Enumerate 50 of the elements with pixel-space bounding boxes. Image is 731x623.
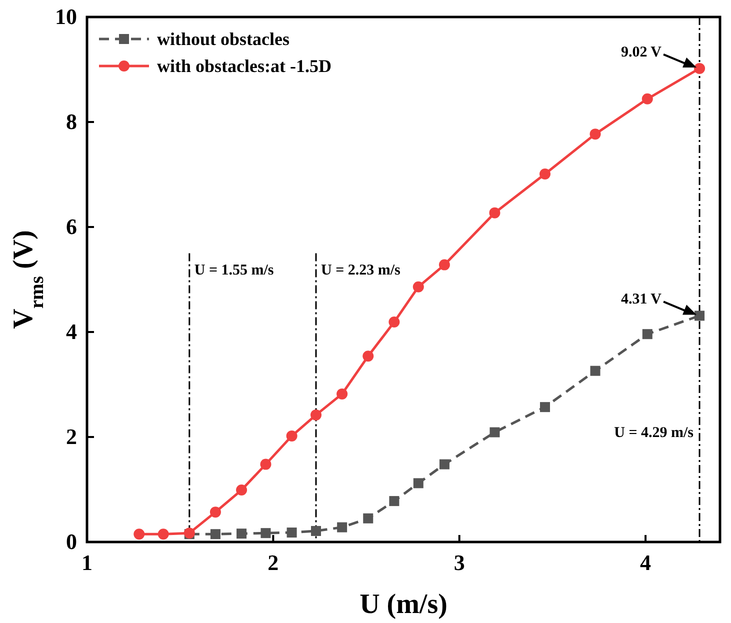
x-axis-title: U (m/s) [360, 589, 448, 620]
point [694, 62, 706, 74]
ref-line-label: U = 2.23 m/s [320, 262, 401, 278]
point [362, 350, 374, 362]
point [336, 388, 348, 400]
x-tick-label: 4 [640, 550, 652, 575]
point [642, 93, 653, 104]
point [389, 496, 400, 506]
x-tick-label: 1 [82, 550, 92, 575]
point [642, 329, 652, 340]
point [286, 528, 297, 538]
point [439, 459, 450, 470]
point [539, 168, 550, 180]
y-tick-label: 0 [66, 529, 77, 554]
ref-line-label: U = 4.29 m/s [614, 425, 694, 441]
point [694, 310, 705, 321]
y-tick-label: 10 [55, 4, 77, 29]
point [540, 402, 550, 412]
point [236, 484, 248, 496]
point [413, 478, 424, 488]
point [388, 316, 400, 328]
point [590, 128, 601, 140]
point [236, 528, 247, 539]
ref-line-label: U = 1.55 m/s [194, 262, 274, 278]
point [310, 526, 321, 536]
point [260, 528, 271, 538]
point [286, 430, 298, 442]
point [489, 207, 500, 218]
x-tick-label: 2 [268, 550, 279, 575]
point [412, 281, 424, 292]
point [490, 427, 500, 438]
point [158, 528, 169, 540]
point [210, 529, 220, 540]
legend-label: with obstacles:at -1.5D [157, 56, 332, 76]
annotation: 4.31 V [620, 292, 662, 308]
legend-label: without obstacles [157, 29, 290, 49]
y-tick-label: 8 [66, 109, 77, 134]
point [337, 522, 348, 532]
point [310, 409, 322, 420]
point [363, 513, 374, 524]
point [210, 506, 221, 518]
y-tick-label: 4 [66, 319, 77, 344]
y-tick-label: 6 [66, 214, 77, 239]
point [134, 528, 145, 540]
x-tick-label: 3 [454, 550, 465, 575]
y-tick-label: 2 [66, 424, 77, 449]
point [438, 259, 450, 270]
point [260, 458, 272, 470]
annotation: 9.02 V [620, 44, 662, 60]
point [590, 366, 600, 376]
